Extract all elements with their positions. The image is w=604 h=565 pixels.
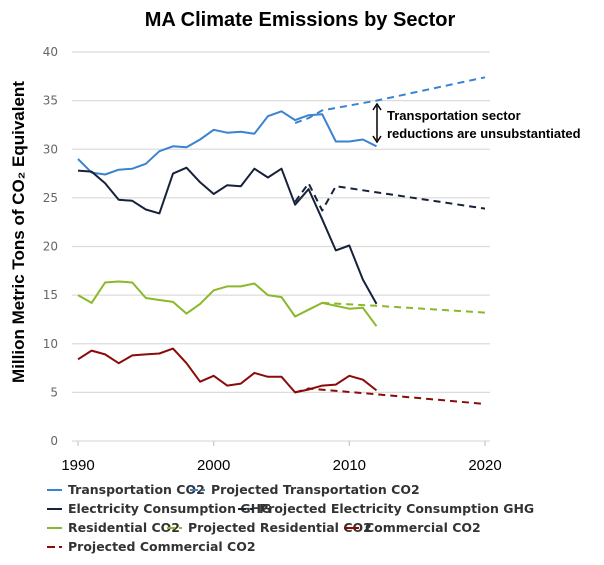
series-lines — [77, 76, 486, 405]
legend-marker-icon — [47, 486, 62, 494]
y-tick-label: 20 — [43, 240, 58, 254]
legend-item: Residential CO2 — [47, 520, 180, 535]
legend-marker-icon — [167, 524, 182, 532]
legend-label: Residential CO2 — [68, 520, 180, 535]
gridlines — [72, 51, 490, 442]
y-axis-label: Million Metric Tons of CO₂ Equivalent — [9, 81, 28, 383]
y-tick-label: 35 — [43, 94, 58, 108]
legend-marker-icon — [238, 505, 253, 513]
series-line-projected-commercial-co2 — [294, 387, 486, 405]
legend-marker-icon — [47, 524, 62, 532]
legend-label: Projected Commercial CO2 — [68, 539, 256, 554]
y-tick-label: 30 — [43, 142, 58, 156]
annotation-line-1: Transportation sector — [387, 108, 521, 123]
y-tick-label: 0 — [50, 434, 58, 448]
legend-marker-icon — [47, 505, 62, 513]
annotation-arrowheads-icon — [372, 102, 382, 144]
legend-label: Electricity Consumption GHG — [68, 501, 272, 516]
legend-label: Projected Residential CO2 — [188, 520, 372, 535]
x-tick-label: 2010 — [333, 457, 366, 474]
y-tick-label: 15 — [43, 288, 58, 302]
legend-marker-icon — [344, 524, 359, 532]
x-tick-label: 1990 — [61, 457, 94, 474]
series-line-projected-electricity-consumption-ghg — [294, 182, 486, 212]
legend-marker-icon — [47, 543, 62, 551]
legend-item: Projected Electricity Consumption GHG — [238, 501, 534, 516]
legend-item: Transportation CO2 — [47, 482, 205, 497]
series-line-residential-co2 — [77, 280, 378, 327]
legend-item: Projected Commercial CO2 — [47, 539, 256, 554]
legend-item: Commercial CO2 — [344, 520, 481, 535]
annotation-line-2: reductions are unsubstantiated — [387, 126, 581, 141]
legend-label: Transportation CO2 — [68, 482, 205, 497]
legend-label: Commercial CO2 — [365, 520, 481, 535]
y-tick-label: 25 — [43, 191, 58, 205]
series-line-commercial-co2 — [77, 347, 378, 394]
legend-item: Electricity Consumption GHG — [47, 501, 271, 516]
legend-label: Projected Transportation CO2 — [211, 482, 420, 497]
x-tick-label: 2000 — [197, 457, 230, 474]
axes: 0 5 10 15 20 25 30 35 40 1990 2000 2010 2020 — [43, 45, 502, 474]
x-tick-label: 2020 — [468, 457, 501, 474]
legend-label: Projected Electricity Consumption GHG — [259, 501, 535, 516]
series-line-projected-residential-co2 — [322, 301, 486, 314]
y-tick-label: 5 — [50, 385, 58, 399]
series-line-electricity-consumption-ghg — [77, 166, 378, 305]
legend-item: Projected Residential CO2 — [167, 520, 372, 535]
y-tick-label: 10 — [43, 337, 58, 351]
series-line-transportation-co2 — [77, 110, 377, 176]
legend-marker-icon — [190, 486, 205, 494]
annotation: Transportation sector reductions are uns… — [372, 102, 581, 144]
chart-title: MA Climate Emissions by Sector — [145, 9, 456, 31]
legend-item: Projected Transportation CO2 — [190, 482, 420, 497]
y-tick-label: 40 — [43, 45, 58, 59]
series-line-projected-transportation-co2 — [294, 76, 486, 124]
